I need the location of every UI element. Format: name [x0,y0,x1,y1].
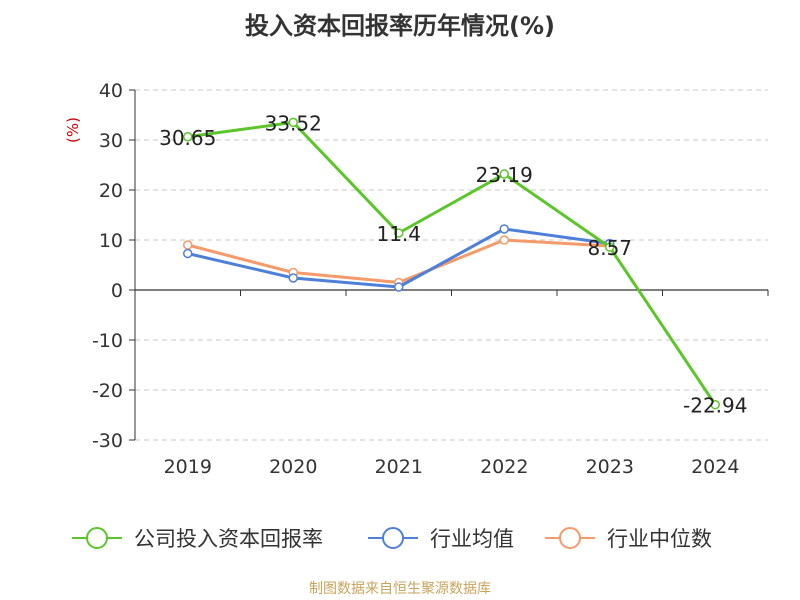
data-point [394,228,404,238]
data-point [288,273,298,283]
legend-item-label: 行业均值 [430,527,514,551]
x-tick-label: 2019 [164,456,212,478]
source-note: 制图数据来自恒生聚源数据库 [309,581,491,597]
y-tick-label: 0 [111,280,123,302]
legend-marker [382,527,404,549]
data-point [605,242,615,252]
x-tick-label: 2023 [586,456,634,478]
data-point [288,117,298,128]
y-tick-label: 40 [99,80,123,102]
x-tick-label: 2020 [269,456,317,478]
y-tick-label: -30 [92,430,123,452]
legend-marker [86,527,108,549]
y-tick-label: 20 [99,180,123,202]
chart-title: 投入资本回报率历年情况(%) [245,12,555,40]
y-tick-label: -10 [92,330,123,352]
y-tick-label: 30 [99,130,123,152]
legend-item-label: 行业中位数 [607,527,712,551]
data-label: 11.4 [376,222,421,246]
data-point [394,282,404,292]
data-label: 33.52 [265,111,322,135]
data-label: 8.57 [587,236,632,260]
data-point [183,248,193,259]
data-point [183,240,193,250]
data-point [183,132,193,142]
data-point [710,399,720,410]
data-point [499,224,509,234]
y-axis-label: (%) [64,117,82,143]
legend-item-label: 公司投入资本回报率 [134,527,323,551]
legend-marker [559,527,581,549]
data-label: 23.19 [476,163,533,187]
y-tick-label: 10 [99,230,123,252]
data-label: -22.94 [683,394,747,418]
series-line-2 [187,238,610,284]
x-tick-label: 2022 [480,456,528,478]
x-tick-label: 2021 [375,456,423,478]
series-line-0 [187,120,717,406]
data-point [499,235,509,245]
x-tick-label: 2024 [691,456,739,478]
data-point [499,169,509,179]
y-tick-label: -20 [92,380,123,402]
data-label: 30.65 [159,126,216,150]
